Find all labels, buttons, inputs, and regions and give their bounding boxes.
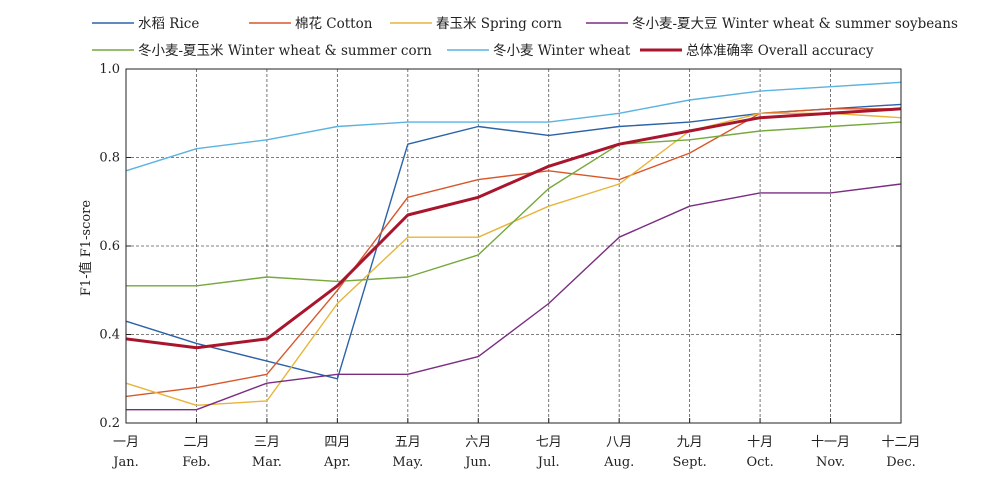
grid-layer xyxy=(126,69,901,423)
y-tick-label: 0.4 xyxy=(99,328,120,343)
x-tick-label-en: Mar. xyxy=(252,455,282,470)
x-tick-label-zh: 四月 xyxy=(324,435,350,450)
x-tick-label-zh: 三月 xyxy=(254,435,280,450)
y-tick-label: 0.2 xyxy=(99,416,120,431)
x-tick-label-en: Aug. xyxy=(603,455,634,470)
x-tick-label-zh: 二月 xyxy=(183,435,209,450)
x-tick-label-zh: 七月 xyxy=(536,435,562,450)
legend-label: 冬小麦-夏玉米 Winter wheat & summer corn xyxy=(138,43,432,59)
y-axis-label: F1-值 F1-score xyxy=(78,200,94,296)
series-layer xyxy=(125,81,902,411)
x-tick-label-zh: 五月 xyxy=(395,435,421,450)
legend-label: 水稻 Rice xyxy=(138,16,199,32)
x-tick-label-en: Jun. xyxy=(463,455,491,470)
axes-layer: 0.2 0.4 0.6 0.8 1.0 一月 Jan. 二月 Feb. 三月 Mar. 四月 Apr. 五… xyxy=(99,62,920,470)
plot-frame xyxy=(125,68,902,424)
legend-label: 棉花 Cotton xyxy=(295,16,373,32)
x-tick-label-zh: 九月 xyxy=(677,435,703,450)
x-tick-label-zh: 六月 xyxy=(465,435,491,450)
x-tick-label-en: Nov. xyxy=(816,455,845,470)
series-line-0 xyxy=(125,103,902,380)
series-line-1 xyxy=(125,108,901,398)
x-tick-label-en: Oct. xyxy=(746,455,773,470)
legend-label: 总体准确率 Overall accuracy xyxy=(686,42,874,59)
legend-layer: 水稻 Rice 棉花 Cotton 春玉米 Spring corn 冬小麦-夏大豆 W… xyxy=(92,16,958,59)
x-tick-label-en: Dec. xyxy=(886,455,916,470)
y-tick-label: 0.6 xyxy=(99,239,120,254)
series-line-6 xyxy=(125,107,902,350)
series-line-5 xyxy=(125,81,902,172)
x-tick-label-en: Jan. xyxy=(111,455,138,470)
legend-label: 冬小麦 Winter wheat xyxy=(493,43,631,59)
x-tick-label-en: Feb. xyxy=(182,455,210,470)
x-tick-label-zh: 一月 xyxy=(113,435,139,450)
x-tick-label-zh: 十一月 xyxy=(811,435,850,450)
x-tick-label-en: Jul. xyxy=(536,455,560,470)
legend-label: 冬小麦-夏大豆 Winter wheat & summer soybeans xyxy=(632,16,958,32)
legend-label: 春玉米 Spring corn xyxy=(436,16,562,32)
y-tick-label: 0.8 xyxy=(99,151,120,166)
x-tick-label-zh: 十二月 xyxy=(881,435,920,450)
series-line-3 xyxy=(126,183,902,411)
x-tick-label-en: Sept. xyxy=(672,455,706,470)
x-tick-label-en: May. xyxy=(392,455,423,470)
x-tick-label-en: Apr. xyxy=(323,455,351,470)
x-tick-label-zh: 十月 xyxy=(747,435,773,450)
x-tick-label-zh: 八月 xyxy=(606,435,632,450)
y-tick-label: 1.0 xyxy=(99,62,120,77)
series-line-4 xyxy=(126,121,902,287)
